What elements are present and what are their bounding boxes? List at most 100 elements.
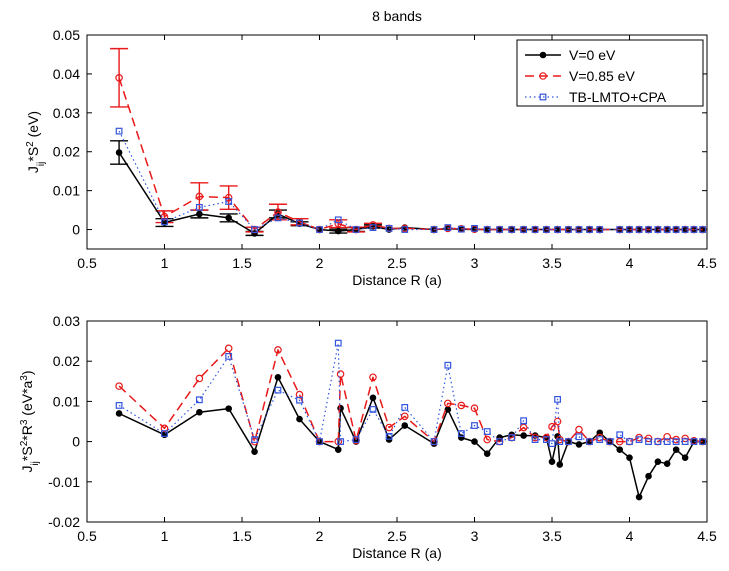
data-point [471, 422, 478, 429]
y-tick-label: 0.02 [53, 353, 80, 369]
data-point [681, 226, 689, 233]
x-axis-label: Distance R (a) [352, 545, 441, 561]
data-point [401, 226, 409, 233]
data-point [672, 446, 680, 453]
data-point [520, 432, 527, 439]
legend-marker [539, 51, 547, 59]
data-point [596, 226, 604, 233]
data-point [586, 438, 593, 445]
data-point [483, 435, 492, 444]
data-point [554, 226, 561, 233]
axes-frame [86, 34, 708, 250]
data-point [334, 219, 343, 228]
data-point [115, 410, 123, 417]
data-point [195, 396, 203, 404]
x-tick-label: 3 [471, 528, 479, 544]
data-point [520, 417, 528, 425]
data-point [160, 424, 169, 433]
data-point [115, 127, 123, 135]
y-tick-label: 0 [72, 222, 80, 238]
top-panel: 0.5 1 1.5 2 2.5 3 3.5 4 4.5 0 0.01 0.02 0.03 0.04 0.05… [25, 27, 717, 288]
y-tick-label: 0.04 [53, 66, 80, 82]
data-point [352, 226, 360, 233]
legend-marker [539, 93, 547, 101]
data-point [496, 226, 504, 233]
data-point [225, 198, 233, 205]
data-point [296, 415, 303, 423]
x-tick-label: 4 [626, 528, 634, 544]
data-point [654, 438, 662, 445]
data-point [352, 436, 360, 443]
data-point [616, 431, 624, 439]
y-tick-label: 0.02 [53, 144, 80, 160]
data-point [457, 401, 466, 410]
data-point [195, 192, 204, 201]
x-tick-label: 0.5 [77, 255, 97, 271]
data-point [616, 226, 624, 233]
legend-label: TB-LMTO+CPA [569, 89, 667, 105]
data-point [520, 226, 528, 233]
data-point [699, 438, 707, 445]
x-tick-label: 4 [626, 255, 634, 271]
data-point [457, 430, 465, 437]
data-point [369, 224, 377, 232]
data-point [444, 224, 452, 232]
y-tick-label: 0.03 [53, 105, 80, 121]
data-point [645, 438, 652, 445]
data-point [444, 361, 452, 369]
data-point [471, 438, 478, 445]
plot-area [87, 321, 707, 522]
x-tick-label: 3 [471, 255, 479, 271]
x-tick-label: 2.5 [387, 255, 407, 271]
data-point [681, 454, 689, 461]
data-point [654, 458, 662, 466]
data-point [663, 460, 671, 468]
data-point [316, 438, 323, 445]
data-point [690, 226, 698, 233]
data-point [635, 436, 643, 443]
data-point [470, 404, 479, 413]
data-point [483, 428, 491, 435]
data-point [115, 74, 123, 82]
data-point [196, 210, 203, 218]
data-point [575, 433, 583, 441]
legend-label: V=0.85 eV [569, 68, 635, 84]
data-point [296, 396, 303, 404]
y-tick-label: 0.01 [53, 393, 80, 409]
x-axis-label: Distance R (a) [352, 272, 441, 288]
data-point [296, 219, 303, 227]
x-tick-label: 1 [161, 255, 169, 271]
x-tick-label: 3.5 [542, 528, 562, 544]
data-point [334, 446, 342, 453]
data-point [508, 226, 516, 233]
data-point [337, 438, 344, 445]
legend-marker [539, 72, 547, 80]
data-point [195, 203, 203, 211]
data-point [274, 373, 282, 381]
data-point [626, 226, 633, 233]
data-point [274, 214, 282, 222]
axes-frame [86, 320, 708, 523]
data-point [663, 438, 671, 445]
data-point [251, 226, 258, 233]
x-tick-label: 2 [316, 255, 324, 271]
data-point [385, 432, 393, 440]
series-line [118, 376, 703, 498]
data-point [616, 446, 624, 453]
data-point [225, 214, 232, 222]
data-point [556, 438, 564, 445]
data-point [430, 438, 438, 445]
y-axis-label: Jij*S2 (eV) [25, 111, 47, 173]
x-tick-label: 0.5 [77, 528, 97, 544]
data-point [663, 226, 671, 233]
data-point [401, 404, 409, 411]
data-point [543, 436, 550, 443]
x-tick-label: 4.5 [697, 255, 717, 271]
data-point [586, 226, 593, 233]
data-point [430, 226, 438, 233]
data-point [369, 394, 377, 402]
x-tick-label: 1.5 [232, 255, 252, 271]
x-tick-label: 2.5 [387, 528, 407, 544]
data-point [554, 395, 561, 403]
